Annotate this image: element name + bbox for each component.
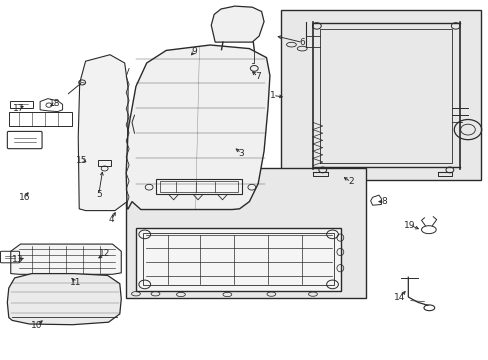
- Polygon shape: [126, 45, 269, 210]
- Text: 17: 17: [13, 104, 24, 112]
- Bar: [98, 160, 111, 166]
- Text: 5: 5: [96, 190, 102, 199]
- Bar: [143, 233, 333, 285]
- Text: 18: 18: [49, 99, 61, 108]
- Text: 13: 13: [12, 256, 23, 264]
- Text: 6: 6: [299, 38, 305, 47]
- Text: 1: 1: [269, 91, 275, 100]
- Text: 11: 11: [70, 278, 81, 287]
- Polygon shape: [7, 274, 121, 325]
- Polygon shape: [11, 244, 121, 274]
- Text: 2: 2: [347, 177, 353, 186]
- Bar: [10, 101, 33, 108]
- Bar: [136, 228, 341, 291]
- Text: 10: 10: [31, 320, 43, 330]
- Bar: [281, 10, 480, 180]
- Text: 9: 9: [191, 47, 197, 56]
- Text: 12: 12: [99, 249, 111, 258]
- Text: 15: 15: [76, 156, 88, 165]
- Text: 19: 19: [403, 220, 415, 230]
- Polygon shape: [211, 6, 264, 42]
- Text: 3: 3: [238, 149, 244, 158]
- Bar: [160, 181, 238, 192]
- Bar: [156, 179, 242, 194]
- Text: 14: 14: [393, 292, 405, 302]
- Polygon shape: [78, 55, 128, 211]
- Text: 4: 4: [108, 215, 114, 224]
- Text: 7: 7: [254, 72, 260, 81]
- Bar: [126, 168, 365, 298]
- Text: 16: 16: [19, 194, 30, 202]
- Bar: [9, 112, 72, 126]
- Text: 8: 8: [381, 197, 386, 206]
